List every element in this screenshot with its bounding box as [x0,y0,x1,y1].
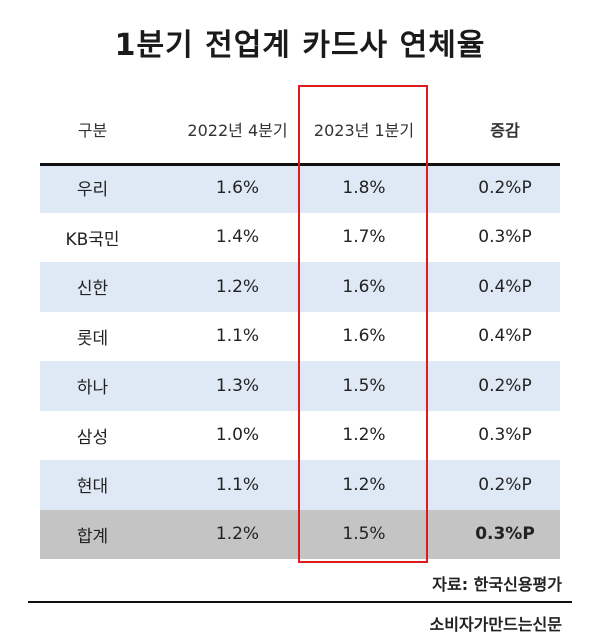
row-label-cell: 하나 [76,378,109,399]
table-row: 삼성 1.0% 1.2% 0.3%P [40,411,560,461]
q4-2022-cell: 1.3% [215,375,260,396]
change-cell: 0.3%P [478,227,532,248]
source-note: 자료: 한국신용평가 [432,575,562,594]
row-label-cell: 신한 [76,279,109,300]
footer-divider [28,601,572,603]
table-total-row: 합계 1.2% 1.5% 0.3%P [40,509,560,559]
table-body: 우리 1.6% 1.8% 0.2%P KB국민 1.4% 1.7% 0.3%P 신한 1.2% 1.… [40,163,560,559]
header-divider [40,163,560,166]
row-label-cell: 현대 [76,477,109,498]
table-row: 롯데 1.1% 1.6% 0.4%P [40,312,560,362]
row-label-cell: 삼성 [76,427,109,448]
q4-2022-cell: 1.6% [215,177,260,198]
header-cell-q1-2023: 2023년 1분기 [313,121,415,140]
brand-name: 소비자가만드는신문 [429,615,562,634]
q1-2023-cell: 1.8% [342,177,386,198]
table-row: 하나 1.3% 1.5% 0.2%P [40,361,560,411]
q1-2023-cell: 1.2% [342,425,386,446]
q1-2023-cell: 1.5% [342,375,386,396]
q1-2023-cell: 1.6% [342,326,386,347]
change-cell: 0.2%P [478,177,532,198]
row-label-cell: 합계 [76,526,109,547]
change-cell: 0.4%P [478,276,532,297]
table-header-row: 구분 2022년 4분기 2023년 1분기 증감 [40,95,560,163]
q4-2022-cell: 1.4% [215,227,260,248]
q1-2023-cell: 1.5% [342,524,386,545]
change-cell: 0.4%P [478,326,532,347]
change-cell: 0.2%P [478,474,532,495]
table-row: 신한 1.2% 1.6% 0.4%P [40,262,560,312]
header-cell-category: 구분 [77,121,108,140]
header-cell-change: 증감 [490,121,520,140]
q1-2023-cell: 1.7% [342,227,386,248]
q4-2022-cell: 1.0% [215,425,260,446]
table-row: 현대 1.1% 1.2% 0.2%P [40,460,560,510]
row-label-cell: 우리 [76,180,109,201]
q4-2022-cell: 1.1% [215,326,260,347]
chart-title: 1분기 전업계 카드사 연체율 [114,28,486,63]
q4-2022-cell: 1.2% [215,276,260,297]
q1-2023-cell: 1.2% [342,474,386,495]
table-row: KB국민 1.4% 1.7% 0.3%P [40,213,560,263]
q4-2022-cell: 1.1% [215,474,260,495]
table-row: 우리 1.6% 1.8% 0.2%P [40,163,560,213]
q4-2022-cell: 1.2% [215,524,260,545]
row-label-cell: 롯데 [76,328,109,349]
data-table: 구분 2022년 4분기 2023년 1분기 증감 우리 1.6% 1.8% 0.2%… [40,95,560,559]
change-cell: 0.2%P [478,375,532,396]
change-cell: 0.3%P [475,524,535,545]
change-cell: 0.3%P [478,425,532,446]
q1-2023-cell: 1.6% [342,276,386,297]
header-cell-q4-2022: 2022년 4분기 [187,121,288,140]
row-label-cell: KB국민 [65,229,120,250]
